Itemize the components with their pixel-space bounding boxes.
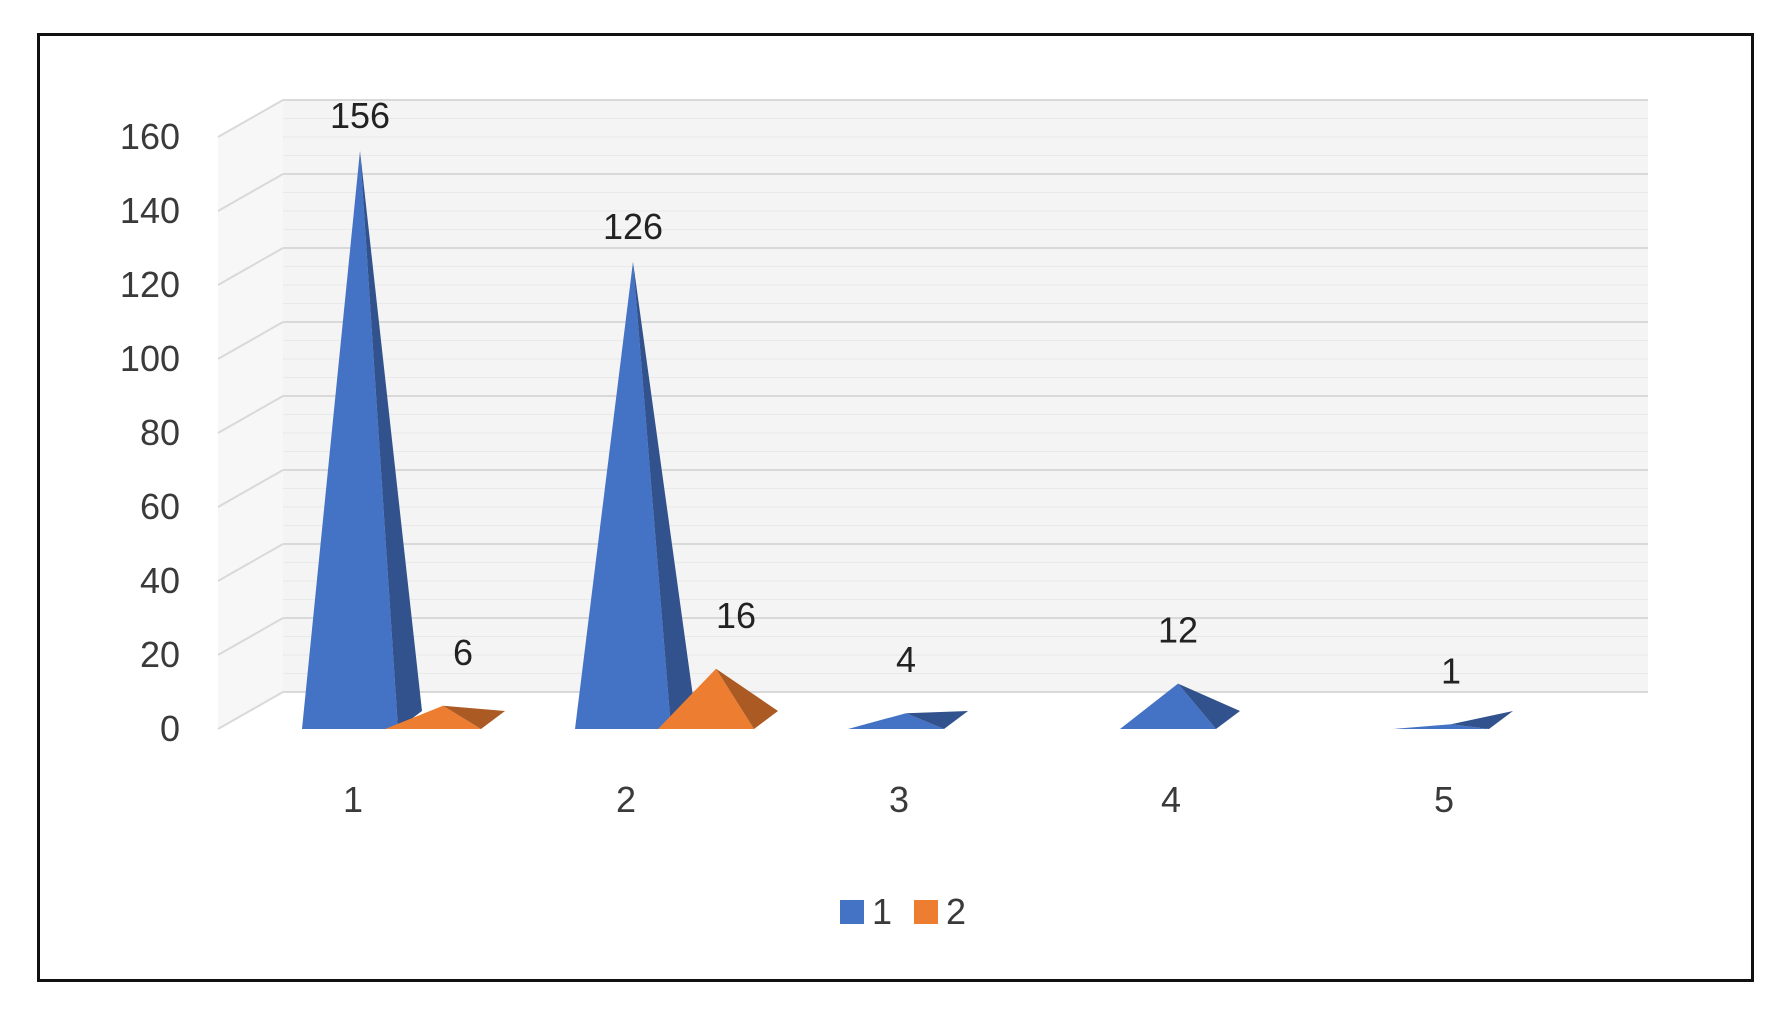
side-gridline-100 bbox=[217, 321, 284, 360]
legend-swatch-2 bbox=[914, 900, 938, 924]
pyramid-side-face bbox=[1451, 711, 1513, 729]
pyramid-front-face bbox=[385, 705, 481, 729]
data-label: 1 bbox=[1441, 650, 1461, 691]
data-label: 6 bbox=[453, 632, 473, 673]
y-axis-tick-labels: 0 20 40 60 80 100 120 140 160 bbox=[120, 116, 180, 749]
pyramid-front-face bbox=[1120, 683, 1216, 729]
pyramid-series-1-cat-1 bbox=[302, 150, 422, 730]
data-label: 4 bbox=[896, 639, 916, 680]
pyramid-side-face bbox=[360, 150, 422, 730]
pyramid-front-face bbox=[848, 713, 944, 729]
y-tick-label: 60 bbox=[140, 486, 180, 527]
pyramid-series-1-cat-3 bbox=[848, 711, 968, 729]
pyramid-side-face bbox=[906, 711, 968, 729]
data-label: 12 bbox=[1158, 610, 1198, 651]
x-tick-label: 2 bbox=[616, 779, 636, 820]
side-gridline-160 bbox=[217, 99, 284, 138]
legend-label: 2 bbox=[946, 891, 966, 932]
x-axis-tick-labels: 1 2 3 4 5 bbox=[343, 779, 1454, 820]
chart-marks bbox=[302, 150, 1513, 730]
gridlines bbox=[217, 99, 1648, 730]
y-tick-label: 100 bbox=[120, 338, 180, 379]
y-tick-label: 0 bbox=[160, 708, 180, 749]
pyramid-side-face bbox=[716, 668, 778, 729]
x-tick-label: 3 bbox=[889, 779, 909, 820]
y-tick-label: 20 bbox=[140, 634, 180, 675]
side-gridline-0 bbox=[217, 691, 284, 730]
data-label: 156 bbox=[330, 95, 390, 136]
x-tick-label: 4 bbox=[1161, 779, 1181, 820]
y-tick-label: 80 bbox=[140, 412, 180, 453]
pyramid-side-face bbox=[443, 705, 505, 729]
side-gridline-60 bbox=[217, 469, 284, 508]
legend-swatch-1 bbox=[840, 900, 864, 924]
pyramid-front-face bbox=[1393, 724, 1489, 729]
pyramid-series-1-cat-5 bbox=[1393, 711, 1513, 729]
pyramid-series-1-cat-2 bbox=[575, 261, 695, 729]
side-gridline-20 bbox=[217, 617, 284, 656]
side-gridline-120 bbox=[217, 247, 284, 286]
data-label: 126 bbox=[603, 206, 663, 247]
pyramid-front-face bbox=[575, 261, 671, 729]
pyramid-series-2-cat-1 bbox=[385, 705, 505, 729]
y-tick-label: 120 bbox=[120, 264, 180, 305]
side-gridline-40 bbox=[217, 543, 284, 582]
side-gridline-140 bbox=[217, 173, 284, 212]
side-gridline-80 bbox=[217, 395, 284, 434]
y-tick-label: 160 bbox=[120, 116, 180, 157]
pyramid-side-face bbox=[1178, 683, 1240, 729]
x-tick-label: 1 bbox=[343, 779, 363, 820]
pyramid-front-face bbox=[302, 150, 398, 730]
pyramid-series-2-cat-2 bbox=[658, 668, 778, 729]
x-tick-label: 5 bbox=[1434, 779, 1454, 820]
pyramid-series-1-cat-4 bbox=[1120, 683, 1240, 729]
y-tick-label: 40 bbox=[140, 560, 180, 601]
y-tick-label: 140 bbox=[120, 190, 180, 231]
pyramid-side-face bbox=[633, 261, 695, 729]
data-label: 16 bbox=[716, 595, 756, 636]
legend-label: 1 bbox=[872, 891, 892, 932]
pyramid-front-face bbox=[658, 668, 754, 729]
